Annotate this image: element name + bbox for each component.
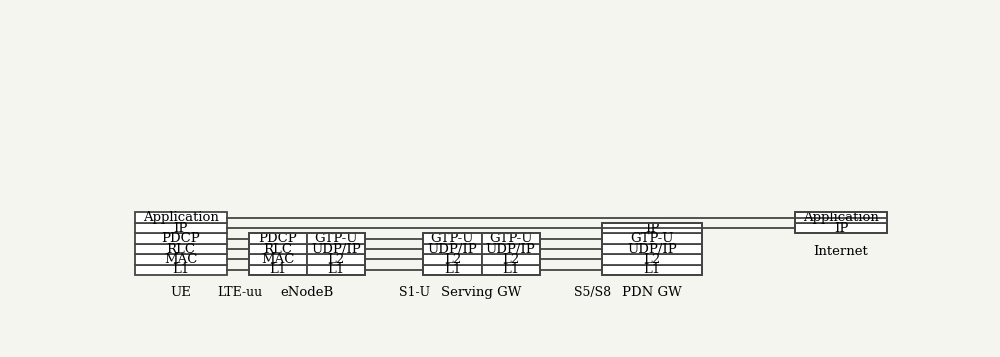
Text: UDP/IP: UDP/IP — [486, 242, 535, 256]
Bar — [307, 254, 365, 265]
Text: UDP/IP: UDP/IP — [428, 242, 477, 256]
Text: PDN GW: PDN GW — [622, 286, 682, 300]
Bar — [135, 223, 227, 233]
Bar — [602, 265, 702, 275]
Bar — [249, 233, 307, 244]
Bar — [307, 265, 365, 275]
Text: PDCP: PDCP — [161, 232, 200, 245]
Text: L1: L1 — [269, 263, 287, 276]
Bar — [423, 254, 482, 265]
Text: UE: UE — [170, 286, 191, 300]
Text: RLC: RLC — [166, 242, 195, 256]
Bar — [249, 244, 307, 254]
Bar — [135, 212, 227, 223]
Bar — [795, 212, 887, 233]
Bar — [307, 244, 365, 254]
Bar — [602, 223, 702, 233]
Bar — [249, 254, 307, 265]
Bar — [482, 244, 540, 254]
Bar — [135, 244, 227, 254]
Bar — [249, 233, 365, 275]
Text: Application: Application — [143, 211, 219, 224]
Text: L1: L1 — [328, 263, 345, 276]
Text: UDP/IP: UDP/IP — [627, 242, 677, 256]
Text: MAC: MAC — [261, 253, 295, 266]
Bar — [249, 265, 307, 275]
Text: RLC: RLC — [264, 242, 293, 256]
Text: L1: L1 — [502, 263, 519, 276]
Text: L2: L2 — [643, 253, 661, 266]
Text: LTE-uu: LTE-uu — [217, 286, 262, 300]
Text: L2: L2 — [444, 253, 461, 266]
Text: PDCP: PDCP — [259, 232, 297, 245]
Text: UDP/IP: UDP/IP — [311, 242, 361, 256]
Bar — [795, 212, 887, 223]
Text: IP: IP — [174, 222, 188, 235]
Bar — [602, 244, 702, 254]
Text: L2: L2 — [328, 253, 345, 266]
Bar — [423, 233, 540, 275]
Text: GTP-U: GTP-U — [489, 232, 532, 245]
Bar — [602, 254, 702, 265]
Bar — [482, 265, 540, 275]
Text: GTP-U: GTP-U — [630, 232, 674, 245]
Bar — [135, 265, 227, 275]
Bar — [602, 223, 702, 275]
Text: L2: L2 — [502, 253, 519, 266]
Text: GTP-U: GTP-U — [431, 232, 474, 245]
Bar — [423, 233, 482, 244]
Bar — [423, 265, 482, 275]
Bar — [482, 233, 540, 244]
Text: Internet: Internet — [814, 245, 868, 258]
Text: S5/S8: S5/S8 — [574, 286, 611, 300]
Text: Application: Application — [803, 211, 879, 224]
Bar — [423, 244, 482, 254]
Text: S1-U: S1-U — [399, 286, 430, 300]
Text: MAC: MAC — [164, 253, 197, 266]
Text: L1: L1 — [444, 263, 461, 276]
Text: Serving GW: Serving GW — [441, 286, 522, 300]
Bar — [135, 254, 227, 265]
Bar — [135, 233, 227, 244]
Text: L1: L1 — [643, 263, 661, 276]
Bar — [602, 233, 702, 244]
Text: eNodeB: eNodeB — [280, 286, 334, 300]
Text: GTP-U: GTP-U — [314, 232, 358, 245]
Text: IP: IP — [834, 222, 848, 235]
Bar — [482, 254, 540, 265]
Text: IP: IP — [645, 222, 659, 235]
Text: L1: L1 — [172, 263, 189, 276]
Bar — [795, 223, 887, 233]
Bar — [307, 233, 365, 244]
